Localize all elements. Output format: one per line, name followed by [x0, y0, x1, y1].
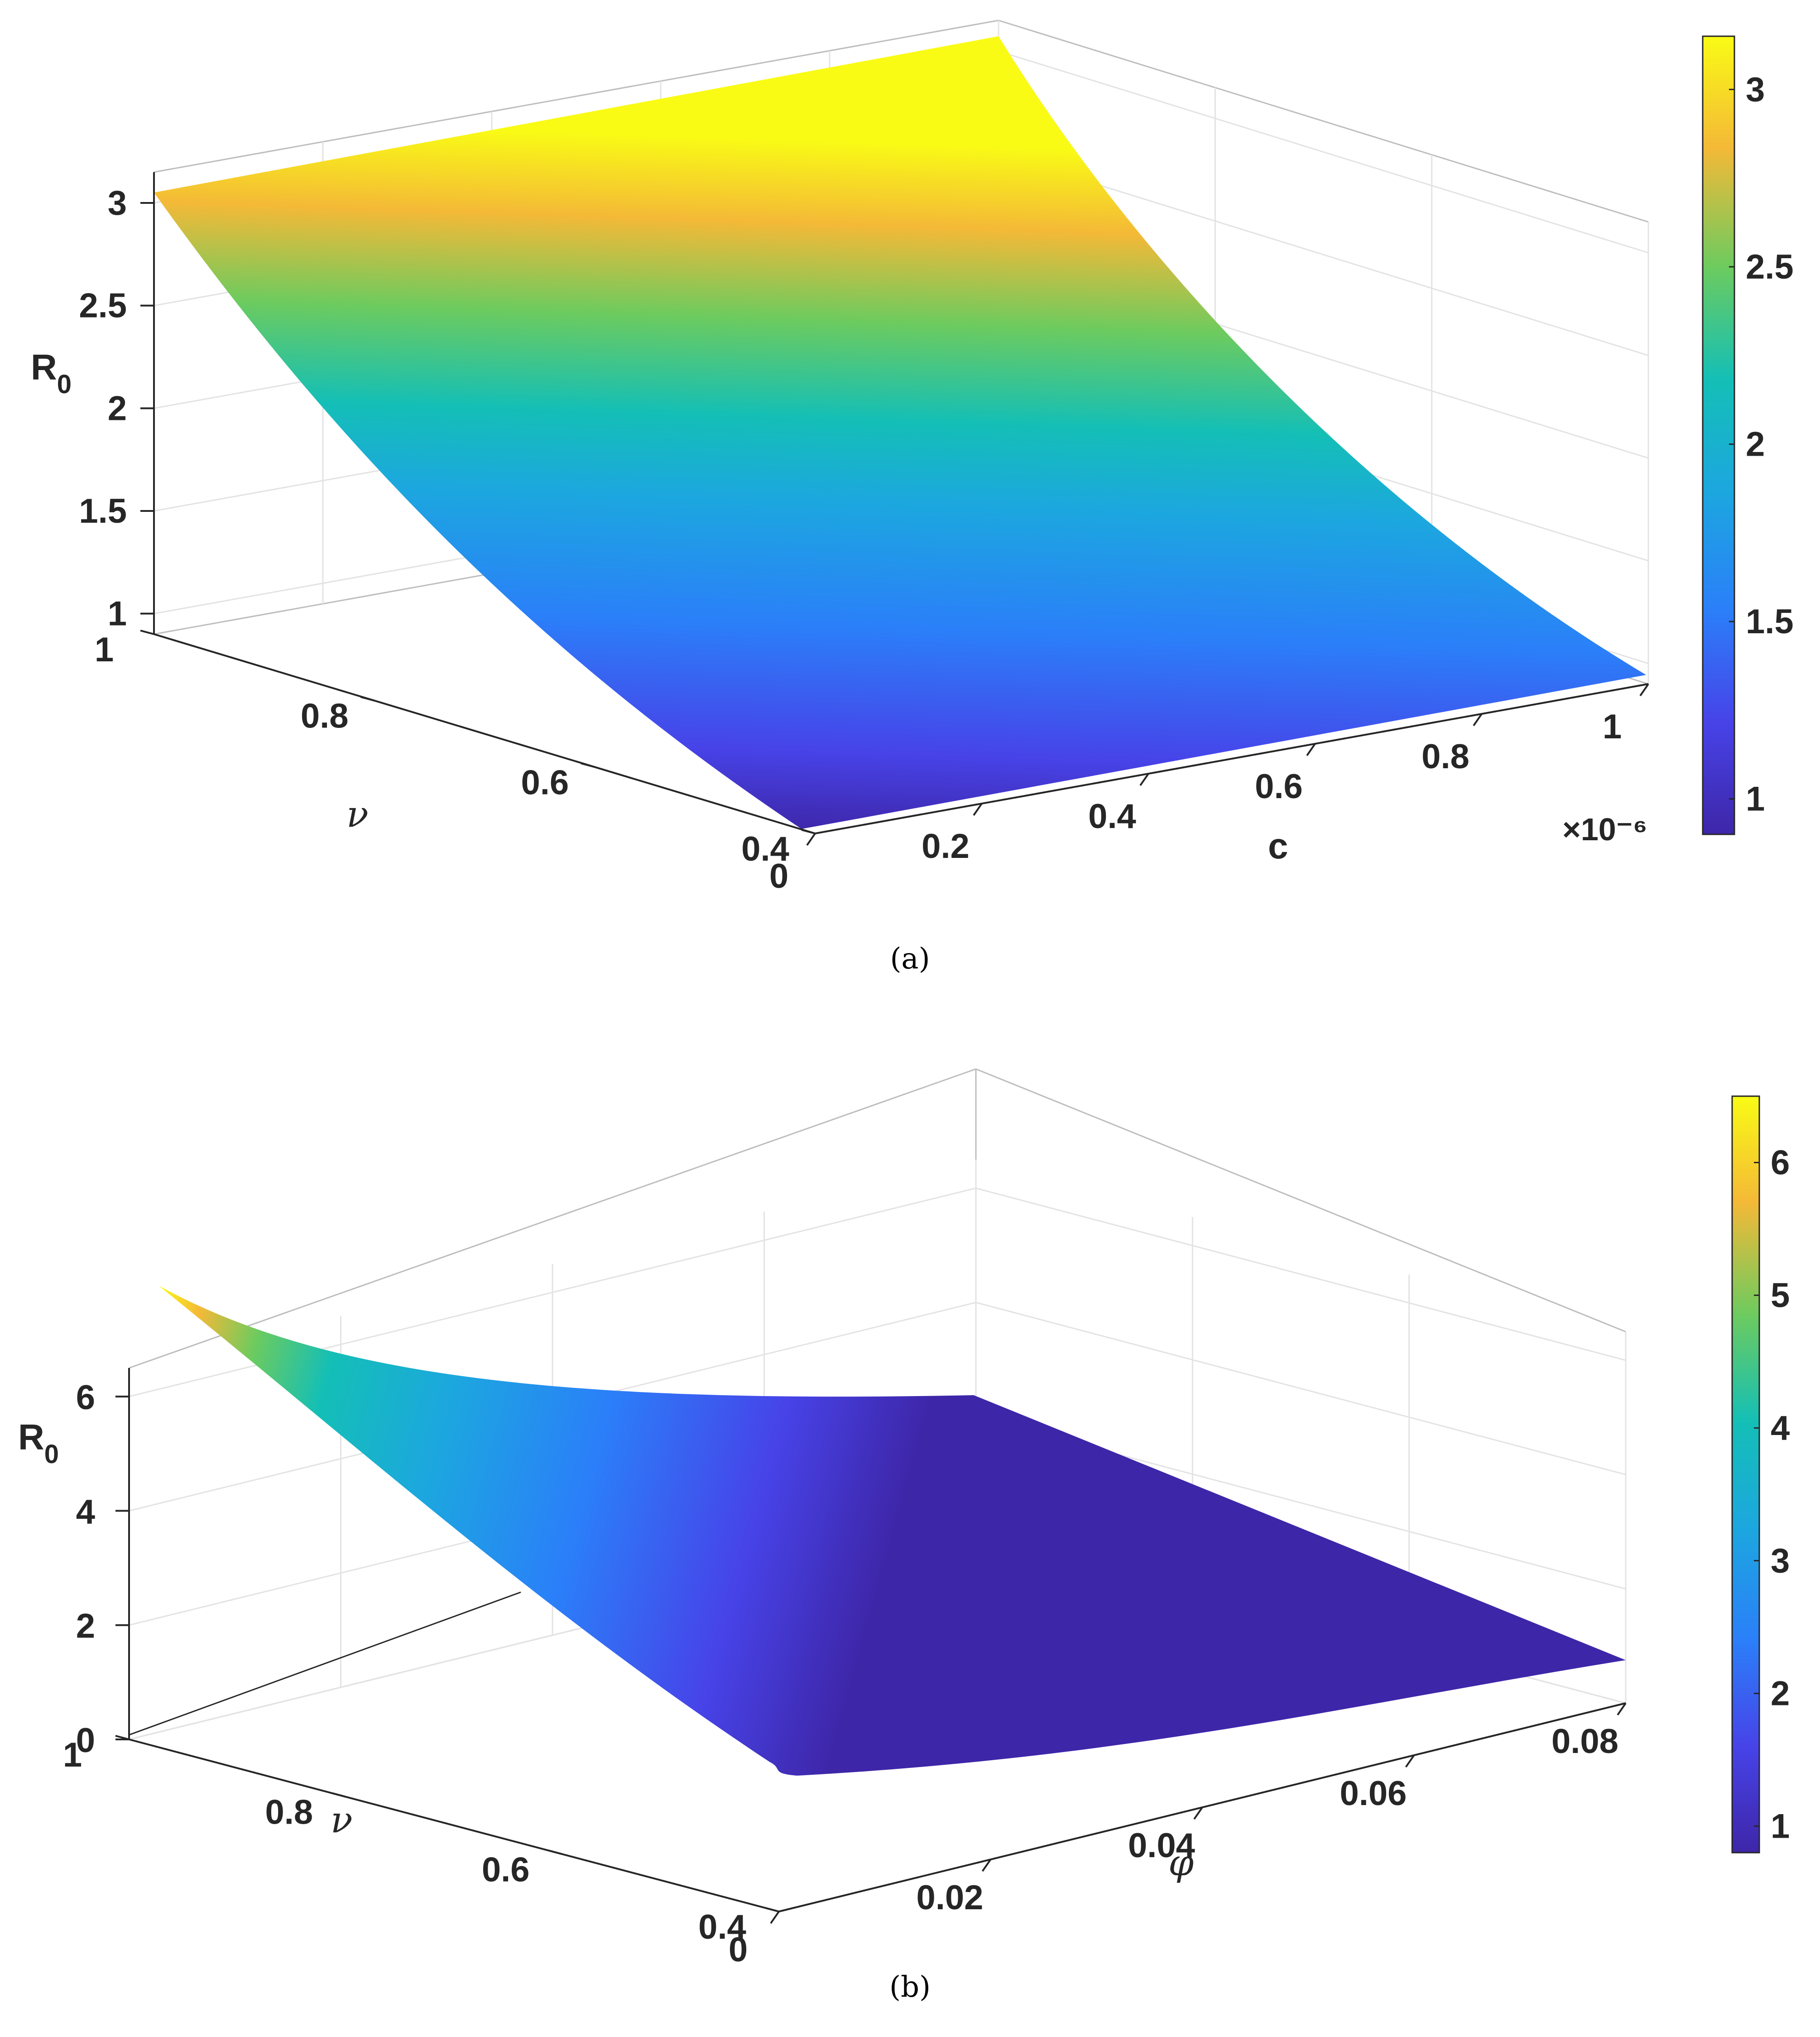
x-tick-label: 0.4 — [1088, 797, 1136, 836]
z-tick-label: 2 — [76, 1607, 95, 1646]
x-tick — [770, 1911, 780, 1924]
x-tick-label: 0.06 — [1340, 1774, 1407, 1813]
y-tick-label: 1 — [63, 1736, 82, 1774]
x-tick-label: 0 — [729, 1931, 748, 1969]
colorbar-tick-label: 1 — [1771, 1807, 1790, 1845]
x-tick — [806, 833, 816, 846]
x-tick-label: 1 — [1603, 708, 1622, 746]
y-tick — [801, 829, 816, 834]
y-tick-label: 0.8 — [265, 1793, 313, 1832]
colorbar-tick-label: 6 — [1771, 1143, 1790, 1182]
x-tick-label: 0.08 — [1551, 1722, 1618, 1761]
x-tick — [981, 1859, 992, 1872]
colorbar-tick-label: 2 — [1771, 1674, 1790, 1713]
y-tick-label: 0.4 — [698, 1908, 746, 1946]
colorbar-tick-label: 3 — [1746, 70, 1765, 109]
x-tick — [1405, 1754, 1415, 1768]
svg-text:R0: R0 — [18, 1417, 59, 1469]
box-top-edge — [129, 1068, 976, 1369]
colorbar-tick-label: 2 — [1746, 425, 1765, 464]
x-tick-label: 0.6 — [1255, 767, 1303, 806]
y-tick — [331, 1792, 346, 1798]
panel-caption-b: (b) — [889, 1970, 931, 2004]
z-axis-label-a: R0 — [31, 347, 72, 399]
x-tick-label: 0.02 — [917, 1878, 984, 1917]
colorbar-tick-label: 1 — [1746, 780, 1765, 819]
colorbar-tick-label: 4 — [1771, 1409, 1790, 1447]
z-tick-label: 1.5 — [79, 492, 127, 530]
y-tick-label: 0.4 — [741, 830, 789, 868]
front-axes-a — [153, 172, 1649, 834]
z-tick-label: 6 — [76, 1378, 95, 1417]
z-tick-label: 3 — [108, 184, 127, 222]
x-tick — [973, 803, 983, 816]
grid-line-z — [975, 1187, 1626, 1361]
y-tick-label: 0.6 — [521, 763, 569, 802]
grid-line-z — [998, 153, 1649, 356]
z-zero-line — [129, 1591, 521, 1736]
x-tick — [1473, 713, 1483, 727]
y-axis-line — [129, 1738, 779, 1912]
y-tick-label: 1 — [95, 631, 114, 669]
x-tick-label: 0 — [769, 857, 788, 896]
y-tick — [360, 696, 375, 702]
grid-line-z — [975, 1301, 1626, 1475]
box-top-edge — [154, 19, 999, 173]
x-tick — [1193, 1806, 1203, 1820]
y-tick — [548, 1849, 563, 1855]
x-tick-label: 0.04 — [1128, 1826, 1195, 1865]
box-top-edge — [998, 19, 1649, 223]
colorbar-a: 1 1.5 2 2.5 3 — [1702, 35, 1794, 835]
x-axis-label-b: φ — [1168, 1842, 1194, 1884]
surface-mesh-b — [158, 1286, 1626, 1776]
colorbar-tick-label: 5 — [1771, 1276, 1790, 1315]
colorbar-tick-label: 1.5 — [1746, 602, 1794, 641]
colorbar-tick-label: 3 — [1771, 1541, 1790, 1580]
colorbar-tick-label: 2.5 — [1746, 248, 1794, 286]
x-tick — [1306, 743, 1316, 756]
y-axis-label-a: ν — [346, 793, 369, 835]
x-exponent-label-a: ×10⁻⁶ — [1562, 812, 1647, 847]
y-axis-label-b: ν — [331, 1799, 353, 1841]
z-axis-label-b: R0 — [18, 1417, 59, 1469]
panel-caption-a: (a) — [890, 942, 930, 976]
y-tick — [765, 1907, 779, 1912]
x-tick-label: 0.8 — [1421, 737, 1469, 776]
x-axis-label-a: c — [1268, 826, 1288, 866]
z-tick-label: 0 — [76, 1721, 95, 1760]
surface-mesh-a — [154, 36, 1646, 829]
grid-line-z — [998, 50, 1649, 254]
y-tick — [581, 762, 595, 768]
z-tick-label: 1 — [108, 595, 127, 633]
z-tick-label: 2.5 — [79, 287, 127, 325]
x-tick — [1617, 1702, 1627, 1716]
box-top-edge — [975, 1068, 1626, 1333]
colorbar-b: 1 2 3 4 5 6 — [1731, 1095, 1790, 1854]
x-tick — [1139, 773, 1149, 786]
z-tick-label: 4 — [76, 1493, 95, 1531]
y-axis-line — [154, 633, 816, 834]
x-axis-line — [815, 683, 1649, 834]
y-tick-label: 0.6 — [482, 1850, 530, 1889]
z-tick-label: 2 — [108, 389, 127, 428]
x-tick-label: 0.2 — [922, 827, 970, 866]
y-tick-label: 0.8 — [301, 697, 349, 736]
y-tick — [140, 630, 154, 635]
x-tick — [1639, 683, 1649, 697]
svg-text:R0: R0 — [31, 347, 72, 399]
